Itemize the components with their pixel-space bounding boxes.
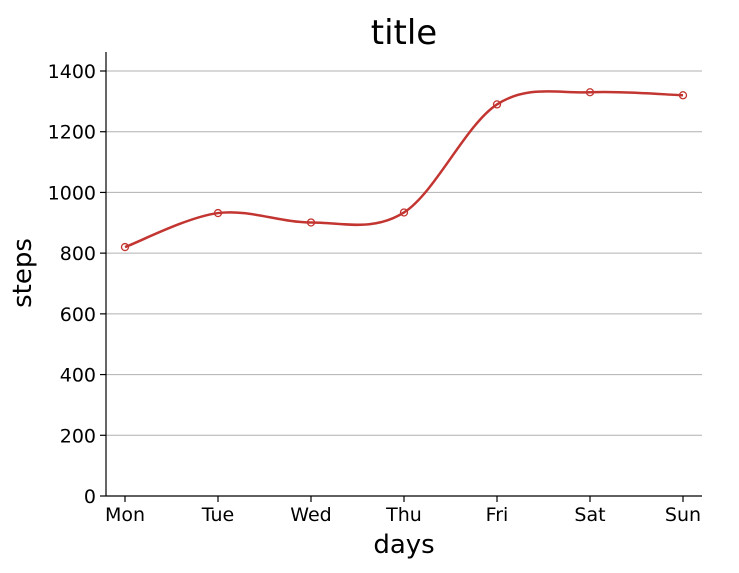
x-tick-label: Thu (385, 504, 422, 526)
y-ticks: 0 200 400 600 800 1000 1200 1400 (48, 61, 106, 508)
x-axis-title: days (373, 530, 434, 560)
x-tick-label: Tue (201, 504, 234, 526)
axes (105, 52, 702, 497)
y-axis-title: steps (8, 238, 38, 308)
y-tick-label: 1000 (48, 182, 96, 204)
y-tick-label: 0 (84, 486, 96, 508)
data-point (492, 100, 502, 109)
y-tick-label: 1400 (48, 61, 96, 83)
data-point (399, 208, 409, 217)
data-point (678, 91, 688, 100)
chart-title: title (371, 13, 437, 53)
series (120, 88, 688, 252)
x-tick-label: Mon (105, 504, 145, 526)
x-tick-label: Sat (574, 504, 605, 526)
data-point (213, 208, 223, 218)
x-tick-label: Fri (486, 504, 509, 526)
y-tick-label: 600 (60, 304, 96, 326)
y-tick-label: 1200 (48, 122, 96, 144)
x-tick-label: Wed (290, 504, 331, 526)
series-line (124, 90, 684, 249)
x-tick-label: Sun (665, 504, 701, 526)
data-point (120, 242, 130, 252)
y-tick-label: 200 (60, 425, 96, 447)
y-tick-label: 800 (60, 243, 96, 265)
data-point (585, 88, 595, 97)
y-tick-label: 400 (60, 365, 96, 387)
data-point (306, 218, 316, 227)
x-ticks: Mon Tue Wed Thu Fri Sat Sun (105, 496, 701, 526)
grid-lines (106, 70, 702, 436)
